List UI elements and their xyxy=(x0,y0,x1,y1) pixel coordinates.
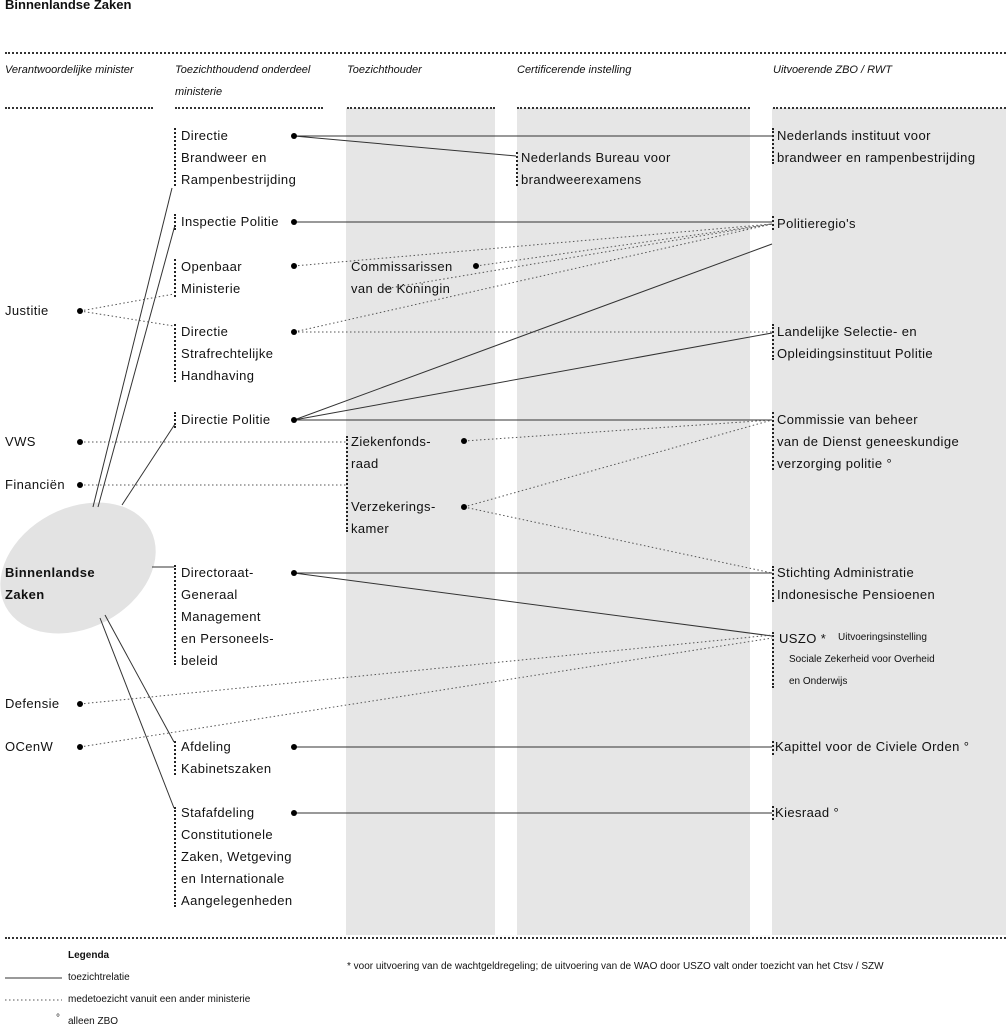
divider xyxy=(5,937,1006,939)
header-uitvoerend: Uitvoerende ZBO / RWT xyxy=(773,64,892,76)
marker xyxy=(174,807,176,907)
divider xyxy=(773,107,1006,109)
divider xyxy=(175,107,323,109)
exec-cvb: van de Dienst geneeskundige xyxy=(777,434,960,449)
column-band-certificerende xyxy=(517,108,750,935)
dept-ip: Inspectie Politie xyxy=(181,214,279,229)
page-title: Binnenlandse Zaken xyxy=(5,0,132,12)
header-certificerend: Certificerende instelling xyxy=(517,64,632,76)
center-ellipse xyxy=(0,502,156,634)
supervisor-cdk: van de Koningin xyxy=(351,281,451,296)
header-onderdeel-2: ministerie xyxy=(175,86,223,98)
dept-dbr: Brandweer en xyxy=(181,150,267,165)
exec-kr: Kiesraad ° xyxy=(775,805,840,820)
minister-justitie: Justitie xyxy=(5,303,49,318)
dept-dgm: Generaal xyxy=(181,587,238,602)
marker xyxy=(772,216,774,230)
dept-dgm: Directoraat- xyxy=(181,565,254,580)
marker xyxy=(174,214,176,230)
minister-vws: VWS xyxy=(5,434,36,449)
exec-uszo-full: en Onderwijs xyxy=(789,676,848,687)
marker xyxy=(174,128,176,186)
dept-dp: Directie Politie xyxy=(181,412,271,427)
solid-lines xyxy=(5,135,773,979)
marker xyxy=(174,565,176,665)
exec-saip: Indonesische Pensioenen xyxy=(777,587,936,602)
marker xyxy=(174,741,176,775)
marker xyxy=(772,806,774,820)
certifier-nbb: brandweerexamens xyxy=(521,172,642,187)
supervisor-vk: Verzekerings- xyxy=(351,499,436,514)
dotted-lines xyxy=(5,223,773,1001)
divider xyxy=(5,107,153,109)
dept-dsh: Strafrechtelijke xyxy=(181,346,274,361)
header-minister: Verantwoordelijke minister xyxy=(5,64,134,76)
dept-sc: Aangelegenheden xyxy=(181,893,293,908)
center-label: Zaken xyxy=(5,587,45,602)
legend-solid: toezichtrelatie xyxy=(68,972,130,983)
dept-sc: en Internationale xyxy=(181,871,285,886)
supervisor-cdk: Commissarissen xyxy=(351,259,453,274)
dept-om: Openbaar xyxy=(181,259,243,274)
exec-cvb: verzorging politie ° xyxy=(777,456,893,471)
dept-ak: Kabinetszaken xyxy=(181,761,272,776)
minister-defensie: Defensie xyxy=(5,696,60,711)
center-label: Binnenlandse xyxy=(5,565,96,580)
dept-dbr: Directie xyxy=(181,128,229,143)
exec-uszo: USZO * xyxy=(779,631,827,646)
dept-sc: Zaken, Wetgeving xyxy=(181,849,292,864)
dept-om: Ministerie xyxy=(181,281,241,296)
column-band-uitvoerende xyxy=(772,108,1006,935)
marker xyxy=(772,632,774,688)
marker xyxy=(174,412,176,428)
marker xyxy=(346,436,348,532)
exec-lsop: Landelijke Selectie- en xyxy=(777,324,918,339)
dept-dbr: Rampenbestrijding xyxy=(181,172,297,187)
minister-ocenw: OCenW xyxy=(5,739,54,754)
dept-dsh: Directie xyxy=(181,324,229,339)
degree-icon: ° xyxy=(56,1013,60,1024)
divider xyxy=(517,107,750,109)
legend-degree: alleen ZBO xyxy=(68,1016,119,1027)
marker xyxy=(772,741,774,755)
exec-uszo-full: Uitvoeringsinstelling xyxy=(838,632,927,643)
header-toezichthouder: Toezichthouder xyxy=(347,64,422,76)
connection-dots xyxy=(77,133,479,816)
dept-dsh: Handhaving xyxy=(181,368,255,383)
marker xyxy=(174,324,176,382)
dept-sc: Constitutionele xyxy=(181,827,273,842)
footnote: * voor uitvoering van de wachtgeldregeli… xyxy=(347,961,884,972)
dept-sc: Stafafdeling xyxy=(181,805,255,820)
supervisor-zfr: Ziekenfonds- xyxy=(351,434,431,449)
marker xyxy=(772,566,774,602)
exec-nibra: Nederlands instituut voor xyxy=(777,128,931,143)
exec-lsop: Opleidingsinstituut Politie xyxy=(777,346,934,361)
exec-saip: Stichting Administratie xyxy=(777,565,915,580)
minister-financien: Financiën xyxy=(5,477,65,492)
dept-dgm: en Personeels- xyxy=(181,631,275,646)
exec-pr: Politieregio's xyxy=(777,216,856,231)
legend-dotted: medetoezicht vanuit een ander ministerie xyxy=(68,994,251,1005)
dept-ak: Afdeling xyxy=(181,739,232,754)
exec-uszo-full: Sociale Zekerheid voor Overheid xyxy=(789,654,935,665)
supervisor-zfr: raad xyxy=(351,456,379,471)
divider xyxy=(5,52,1006,54)
divider xyxy=(347,107,495,109)
header-onderdeel: Toezichthoudend onderdeel xyxy=(175,64,311,76)
supervisor-vk: kamer xyxy=(351,521,390,536)
dept-dgm: beleid xyxy=(181,653,219,668)
certifier-nbb: Nederlands Bureau voor xyxy=(521,150,671,165)
marker xyxy=(772,412,774,470)
column-band-toezichthouder xyxy=(346,108,495,935)
exec-cvb: Commissie van beheer xyxy=(777,412,918,427)
marker xyxy=(772,128,774,164)
marker xyxy=(772,324,774,360)
marker xyxy=(516,152,518,186)
marker xyxy=(174,259,176,297)
exec-kco: Kapittel voor de Civiele Orden ° xyxy=(775,739,970,754)
exec-nibra: brandweer en rampenbestrijding xyxy=(777,150,976,165)
legend-title: Legenda xyxy=(68,950,110,961)
dept-dgm: Management xyxy=(181,609,261,624)
